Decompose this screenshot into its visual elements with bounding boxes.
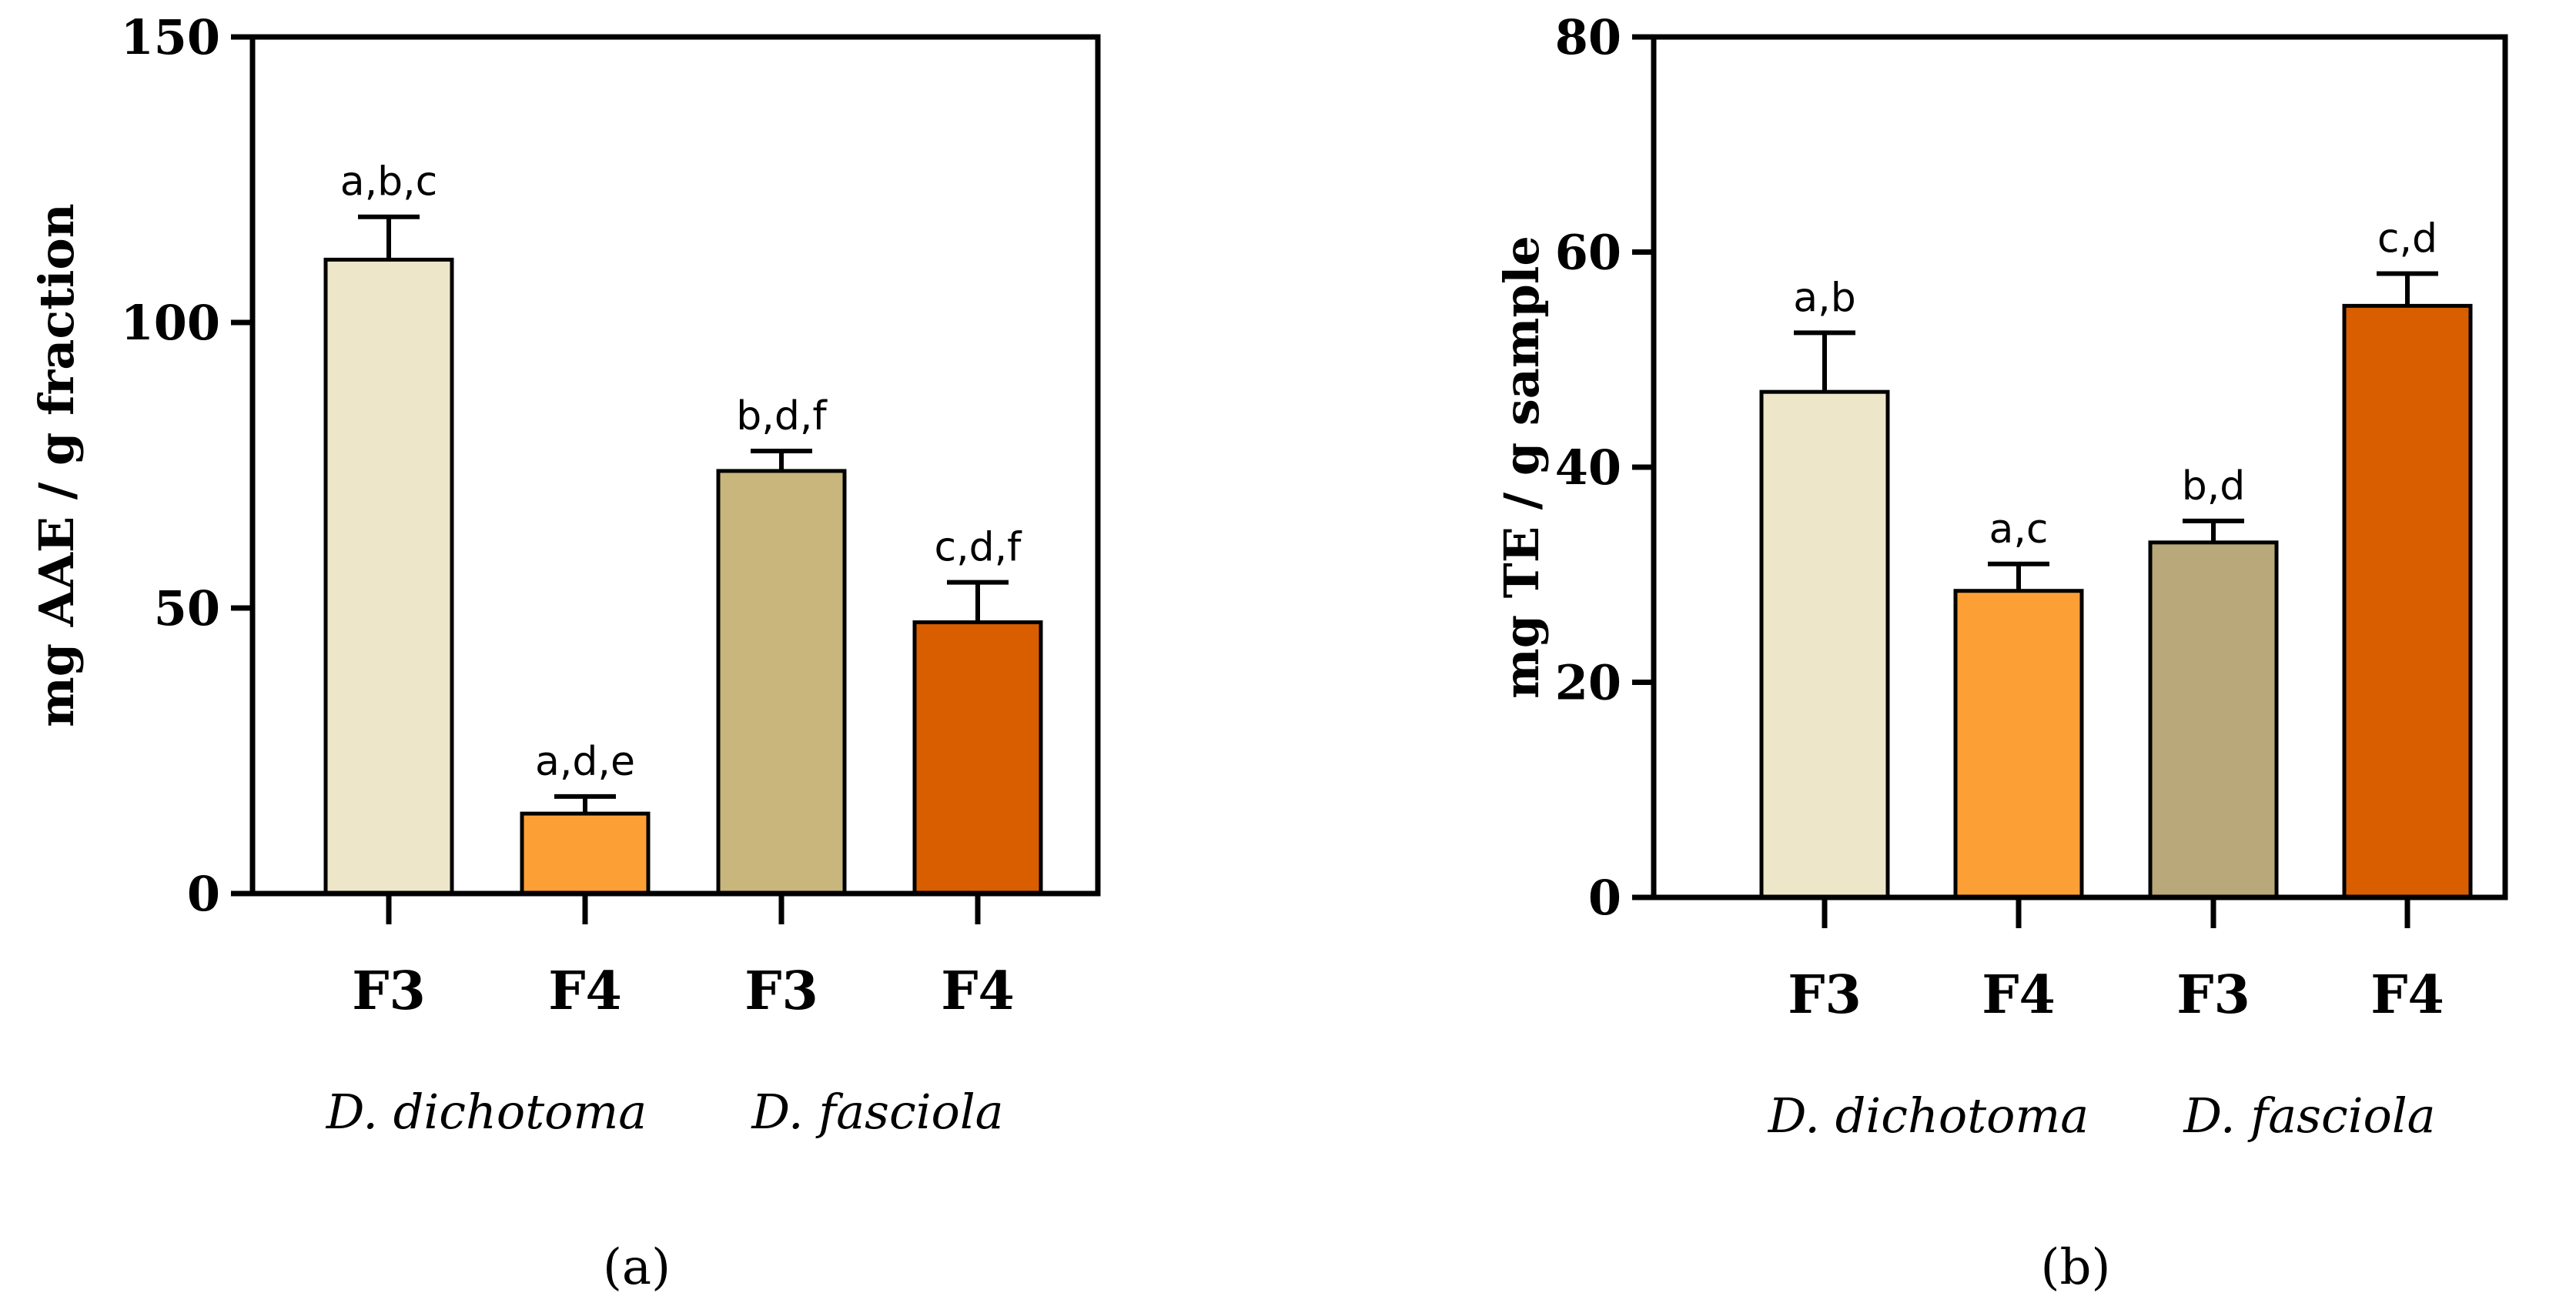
x-tick-label: F3 bbox=[352, 961, 426, 1022]
y-tick-label: 150 bbox=[121, 9, 220, 65]
significance-label: c,d bbox=[2377, 215, 2437, 262]
species-label: D. dichotoma bbox=[326, 1084, 647, 1140]
panel-label: (b) bbox=[2041, 1239, 2111, 1296]
significance-label: a,c bbox=[1989, 506, 2049, 553]
bar bbox=[716, 469, 847, 896]
bar bbox=[2342, 303, 2473, 900]
species-label: D. dichotoma bbox=[1768, 1087, 2089, 1144]
bar bbox=[520, 811, 651, 896]
bar bbox=[2148, 540, 2279, 900]
y-tick-label: 0 bbox=[1588, 870, 1621, 926]
y-tick-label: 20 bbox=[1555, 655, 1621, 711]
x-tick-label: F3 bbox=[2176, 964, 2250, 1026]
x-tick-label: F3 bbox=[744, 961, 818, 1022]
bar bbox=[323, 257, 454, 896]
chart-panel-a: a,b,c a,d,e b,d,f c,d,f 0 50 100 150 F3 F4 F3 F4 D. … bbox=[28, 9, 1101, 1140]
x-tick-label: F3 bbox=[1788, 964, 1862, 1026]
y-axis-title: mg TE / g sample bbox=[1494, 236, 1550, 699]
significance-label: b,d bbox=[2182, 463, 2246, 509]
x-tick-label: F4 bbox=[1982, 964, 2056, 1026]
y-tick-label: 80 bbox=[1555, 9, 1621, 65]
y-tick-label: 60 bbox=[1555, 225, 1621, 281]
panel-label: (a) bbox=[603, 1239, 671, 1296]
significance-label: a,d,e bbox=[535, 739, 635, 785]
species-label: D. fasciola bbox=[2183, 1087, 2435, 1144]
y-axis-title: mg AAE / g fraction bbox=[28, 203, 85, 727]
y-tick-label: 100 bbox=[121, 295, 220, 351]
x-tick-label: F4 bbox=[548, 961, 622, 1022]
y-tick-label: 0 bbox=[187, 866, 220, 922]
significance-label: a,b bbox=[1793, 275, 1855, 321]
y-tick-label: 40 bbox=[1555, 439, 1621, 496]
y-tick-label: 50 bbox=[154, 580, 220, 636]
bar bbox=[912, 620, 1043, 896]
significance-label: b,d,f bbox=[736, 393, 828, 439]
species-label: D. fasciola bbox=[751, 1084, 1003, 1140]
significance-label: a,b,c bbox=[340, 159, 438, 205]
plot-frame bbox=[249, 34, 1101, 897]
x-tick-label: F4 bbox=[2370, 964, 2444, 1026]
bar bbox=[1759, 389, 1890, 900]
bar bbox=[1953, 589, 2084, 900]
chart-panel-b: a,b a,c b,d c,d 0 20 40 60 80 F3 F4 F3 F4 D. dichotom… bbox=[1494, 9, 2508, 1144]
significance-label: c,d,f bbox=[935, 525, 1023, 571]
x-tick-label: F4 bbox=[941, 961, 1015, 1022]
